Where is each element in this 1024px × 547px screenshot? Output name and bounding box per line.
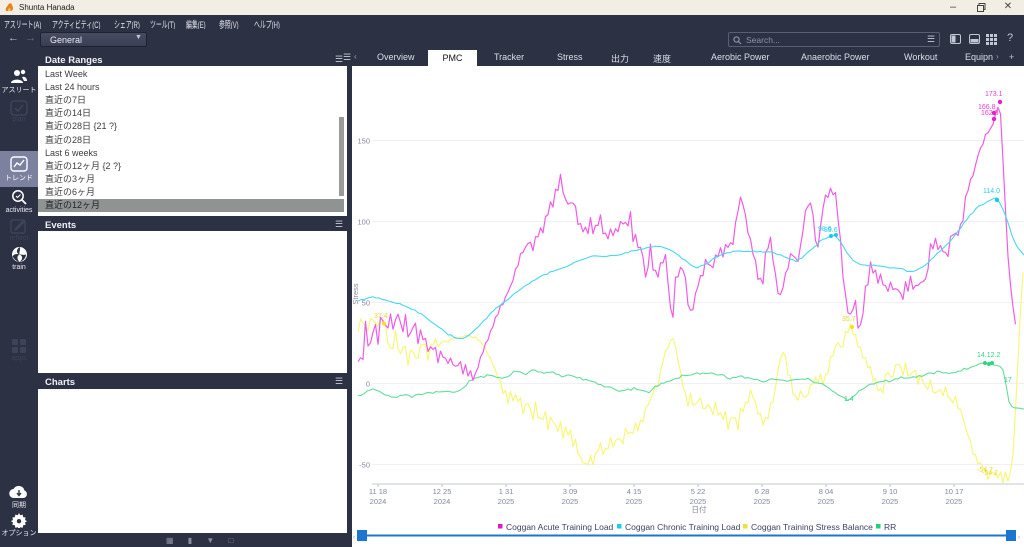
svg-text:173.1: 173.1 <box>985 91 1003 98</box>
svg-text:2025: 2025 <box>498 497 515 506</box>
svg-text:37.4: 37.4 <box>374 313 388 320</box>
svg-text:2024: 2024 <box>434 497 451 506</box>
svg-text:Coggan Acute Training Load: Coggan Acute Training Load <box>506 522 614 532</box>
svg-text:35.7: 35.7 <box>842 316 856 323</box>
svg-text:1 31: 1 31 <box>499 487 514 496</box>
svg-text:162.8: 162.8 <box>981 110 999 117</box>
svg-text:5 22: 5 22 <box>691 487 706 496</box>
svg-text:89.6: 89.6 <box>824 227 838 234</box>
svg-text:10 17: 10 17 <box>945 487 964 496</box>
svg-text:Coggan Training Stress Balance: Coggan Training Stress Balance <box>751 522 873 532</box>
svg-text:RR: RR <box>884 522 896 532</box>
svg-text:2025: 2025 <box>818 497 835 506</box>
svg-text:日付: 日付 <box>692 504 707 514</box>
svg-text:50: 50 <box>362 299 370 308</box>
svg-text:-54.7: -54.7 <box>977 467 993 474</box>
svg-text:8 04: 8 04 <box>819 487 834 496</box>
svg-text:›: › <box>1018 535 1020 541</box>
svg-text:2025: 2025 <box>882 497 899 506</box>
svg-text:9 10: 9 10 <box>883 487 898 496</box>
svg-text:6 28: 6 28 <box>755 487 770 496</box>
svg-text:0: 0 <box>366 380 370 389</box>
svg-text:2025: 2025 <box>754 497 771 506</box>
svg-text:1.4: 1.4 <box>844 396 854 403</box>
svg-text:14.12.2: 14.12.2 <box>977 352 1000 359</box>
svg-text:2025: 2025 <box>946 497 963 506</box>
svg-text:166.8: 166.8 <box>978 104 996 111</box>
svg-text:4 15: 4 15 <box>627 487 642 496</box>
svg-text:100: 100 <box>357 218 370 227</box>
svg-text:12 25: 12 25 <box>433 487 452 496</box>
svg-text:-54.2: -54.2 <box>982 470 998 477</box>
svg-text:114.0: 114.0 <box>983 188 1000 195</box>
svg-text:150: 150 <box>357 137 370 146</box>
svg-text:11 18: 11 18 <box>369 487 387 496</box>
svg-text:17: 17 <box>1004 377 1012 384</box>
svg-text:3 09: 3 09 <box>563 487 578 496</box>
svg-text:Coggan Chronic Training Load: Coggan Chronic Training Load <box>625 522 741 532</box>
svg-text:‹: ‹ <box>353 535 355 541</box>
svg-text:-50: -50 <box>359 461 370 470</box>
svg-text:2025: 2025 <box>562 497 579 506</box>
svg-text:Stress: Stress <box>352 283 360 305</box>
svg-text:98.6: 98.6 <box>818 226 832 233</box>
svg-text:2024: 2024 <box>370 497 387 506</box>
svg-text:2025: 2025 <box>626 497 643 506</box>
svg-text:2025: 2025 <box>690 497 707 506</box>
